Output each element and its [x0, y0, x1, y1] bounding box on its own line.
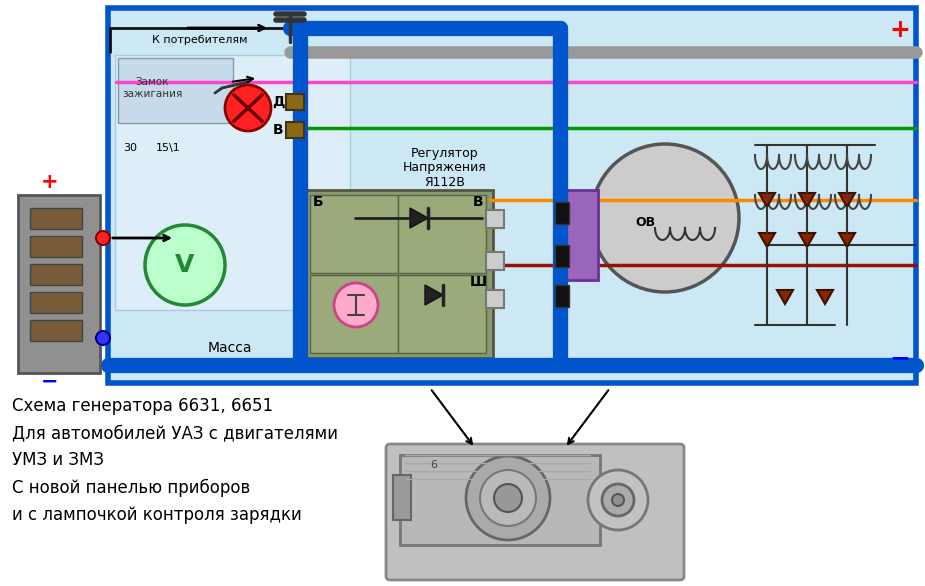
Bar: [118, 58, 233, 123]
Bar: [555, 245, 569, 267]
Polygon shape: [817, 290, 833, 304]
Polygon shape: [777, 290, 793, 304]
Text: Регулятор
Напряжения
Я112В: Регулятор Напряжения Я112В: [403, 146, 487, 189]
Text: V: V: [176, 253, 194, 277]
Bar: [30, 264, 82, 285]
Bar: [305, 190, 493, 358]
Bar: [400, 455, 600, 545]
Text: 15\1: 15\1: [155, 143, 180, 153]
Text: −: −: [42, 372, 59, 392]
Text: +: +: [890, 18, 910, 42]
Bar: [393, 475, 411, 520]
Bar: [115, 55, 350, 310]
Circle shape: [145, 225, 225, 305]
Circle shape: [96, 331, 110, 345]
Text: К потребителям: К потребителям: [153, 35, 248, 45]
Bar: [310, 275, 398, 353]
Polygon shape: [410, 208, 428, 228]
Bar: [30, 320, 82, 341]
Bar: [398, 195, 486, 273]
Text: В: В: [273, 123, 283, 137]
Polygon shape: [759, 233, 775, 247]
Text: ОВ: ОВ: [635, 216, 655, 229]
Polygon shape: [799, 233, 815, 247]
Bar: [398, 275, 486, 353]
Bar: [486, 252, 504, 270]
Circle shape: [494, 484, 522, 512]
Bar: [286, 122, 304, 138]
Text: −: −: [890, 346, 910, 370]
Text: 6: 6: [430, 460, 437, 470]
Bar: [310, 195, 398, 273]
Text: Б: Б: [313, 195, 324, 209]
Text: В: В: [473, 195, 483, 209]
Text: 30: 30: [123, 143, 137, 153]
Circle shape: [591, 144, 739, 292]
Polygon shape: [839, 193, 855, 207]
Bar: [486, 210, 504, 228]
Text: Д: Д: [272, 95, 284, 109]
Bar: [566, 190, 598, 280]
Polygon shape: [799, 193, 815, 207]
Circle shape: [612, 494, 624, 506]
Circle shape: [334, 283, 378, 327]
Circle shape: [96, 231, 110, 245]
Polygon shape: [759, 193, 775, 207]
Polygon shape: [839, 233, 855, 247]
Circle shape: [588, 470, 648, 530]
Bar: [30, 236, 82, 257]
Text: +: +: [42, 172, 59, 192]
Text: Ш: Ш: [470, 275, 487, 289]
FancyBboxPatch shape: [386, 444, 684, 580]
Bar: [555, 285, 569, 307]
Bar: [108, 8, 916, 383]
Bar: [286, 94, 304, 110]
Polygon shape: [425, 285, 443, 305]
Circle shape: [466, 456, 550, 540]
Text: Масса: Масса: [208, 341, 253, 355]
Text: Схема генератора 6631, 6651
Для автомобилей УАЗ с двигателями
УМЗ и ЗМЗ
С новой : Схема генератора 6631, 6651 Для автомоби…: [12, 397, 338, 524]
Circle shape: [602, 484, 634, 516]
Bar: [30, 292, 82, 313]
Circle shape: [225, 85, 271, 131]
Circle shape: [480, 470, 536, 526]
Bar: [486, 290, 504, 308]
Bar: [555, 202, 569, 224]
Bar: [18, 195, 100, 373]
Text: Замок
зажигания: Замок зажигания: [122, 77, 182, 99]
Bar: [30, 208, 82, 229]
